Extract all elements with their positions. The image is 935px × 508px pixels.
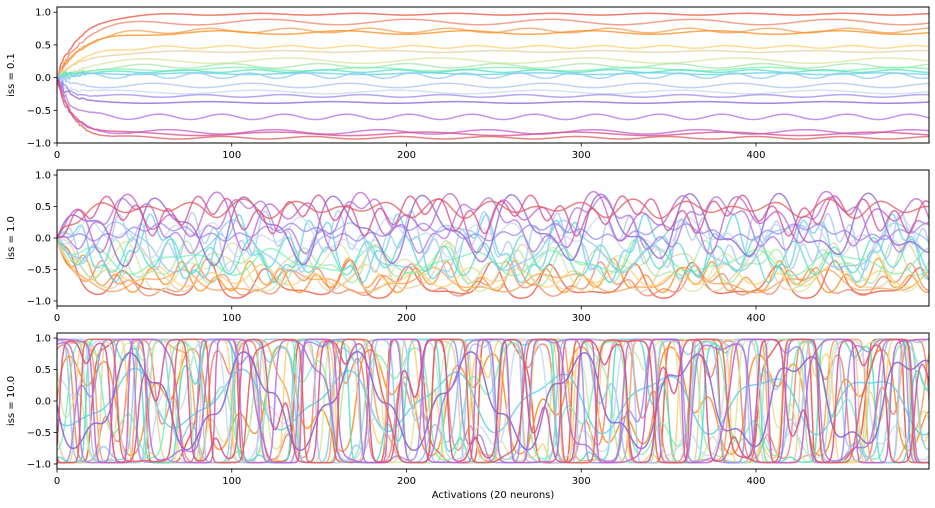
- axes-frame: [56, 6, 930, 144]
- x-axis-ticks: 0 100 200 300 400: [54, 469, 766, 487]
- y-tick-label: 0.5: [35, 202, 51, 213]
- series-line-16: [57, 76, 929, 105]
- chart-panel-iss-0.1: 0 100 200 300 400 −1.0 −0.5 0.0 0.5 1.0 iss = 0.…: [6, 6, 930, 161]
- y-tick-label: 0.0: [35, 234, 51, 245]
- x-tick-label: 400: [746, 313, 765, 324]
- series-line-6: [57, 49, 929, 79]
- series-line-20: [57, 77, 929, 140]
- y-tick-label: 1.0: [35, 8, 51, 19]
- series-line-8: [57, 62, 929, 80]
- series-line-9: [57, 66, 929, 80]
- y-tick-label: −0.5: [27, 428, 51, 439]
- y-axis-label: iss = 10.0: [6, 376, 17, 426]
- series-line-11: [57, 213, 929, 284]
- series-line-20: [57, 338, 929, 464]
- y-tick-label: 1.0: [35, 334, 51, 345]
- y-tick-label: −1.0: [27, 459, 51, 470]
- x-tick-label: 100: [222, 476, 241, 487]
- x-tick-label: 300: [572, 313, 591, 324]
- y-tick-label: 0.5: [35, 40, 51, 51]
- x-tick-label: 200: [397, 150, 416, 161]
- series-line-5: [57, 44, 929, 79]
- series-line-19: [57, 77, 929, 137]
- x-tick-label: 200: [397, 476, 416, 487]
- series-line-13: [57, 73, 929, 89]
- series-line-18: [57, 77, 929, 135]
- series-line-10: [57, 69, 929, 80]
- x-tick-label: 0: [54, 150, 60, 161]
- y-tick-label: 1.0: [35, 171, 51, 182]
- y-axis-ticks: −1.0 −0.5 0.0 0.5 1.0: [27, 8, 57, 150]
- series-line-20: [57, 198, 929, 239]
- series-line-13: [57, 209, 929, 274]
- y-tick-label: 0.5: [35, 365, 51, 376]
- series-line-10: [57, 338, 929, 464]
- x-tick-label: 300: [572, 476, 591, 487]
- series-lines: [57, 338, 929, 464]
- chart-panel-iss-1.0: 0 100 200 300 400 −1.0 −0.5 0.0 0.5 1.0 iss = 1.…: [6, 169, 930, 324]
- series-line-6: [57, 237, 929, 293]
- series-line-18: [57, 190, 929, 255]
- series-line-17: [57, 338, 929, 464]
- y-axis-label: iss = 0.1: [6, 53, 17, 97]
- x-tick-label: 100: [222, 313, 241, 324]
- y-axis-ticks: −1.0 −0.5 0.0 0.5 1.0: [27, 171, 57, 307]
- series-line-1: [57, 12, 929, 79]
- x-tick-label: 0: [54, 313, 60, 324]
- series-line-10: [57, 234, 929, 277]
- series-line-17: [57, 77, 929, 121]
- x-tick-label: 100: [222, 150, 241, 161]
- series-line-15: [57, 77, 929, 98]
- y-tick-label: 0.0: [35, 397, 51, 408]
- series-line-4: [57, 29, 929, 78]
- x-axis-ticks: 0 100 200 300 400: [54, 306, 766, 324]
- x-axis-ticks: 0 100 200 300 400: [54, 143, 766, 161]
- series-line-7: [57, 57, 929, 79]
- x-axis-label: Activations (20 neurons): [432, 490, 555, 501]
- y-tick-label: −0.5: [27, 106, 51, 117]
- series-line-18: [57, 338, 929, 464]
- series-lines: [57, 190, 929, 299]
- chart-panel-iss-10.0: 0 100 200 300 400 −1.0 −0.5 0.0 0.5 1.0 iss = 10…: [6, 332, 930, 501]
- series-lines: [57, 12, 929, 140]
- y-tick-label: 0.0: [35, 73, 51, 84]
- y-axis-label: iss = 1.0: [6, 216, 17, 260]
- series-line-2: [57, 18, 929, 78]
- series-line-19: [57, 194, 929, 239]
- series-line-14: [57, 76, 929, 95]
- x-tick-label: 200: [397, 313, 416, 324]
- series-line-7: [57, 237, 929, 293]
- y-tick-label: −0.5: [27, 265, 51, 276]
- series-line-16: [57, 192, 929, 268]
- series-line-12: [57, 71, 929, 84]
- x-tick-label: 0: [54, 476, 60, 487]
- y-tick-label: −1.0: [27, 139, 51, 150]
- y-tick-label: −1.0: [27, 296, 51, 307]
- x-tick-label: 400: [746, 476, 765, 487]
- x-tick-label: 400: [746, 150, 765, 161]
- x-tick-label: 300: [572, 150, 591, 161]
- y-axis-ticks: −1.0 −0.5 0.0 0.5 1.0: [27, 334, 57, 470]
